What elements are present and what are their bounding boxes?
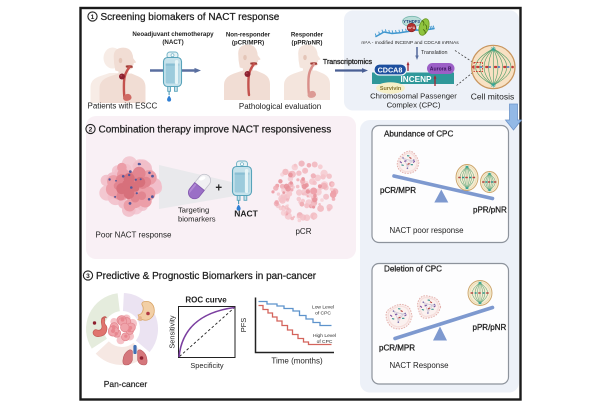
svg-text:Low Level: Low Level — [312, 305, 334, 311]
svg-text:Sensitivity: Sensitivity — [168, 315, 177, 349]
svg-text:Patients with ESCC: Patients with ESCC — [88, 102, 158, 111]
svg-text:pCR/MPR: pCR/MPR — [379, 344, 415, 353]
svg-text:CDCA8: CDCA8 — [378, 65, 403, 74]
svg-text:Translation: Translation — [421, 50, 447, 56]
svg-text:pPR/pNR: pPR/pNR — [473, 206, 507, 215]
svg-text:biomarkers: biomarkers — [178, 215, 216, 224]
svg-text:Screening biomakers of NACT re: Screening biomakers of NACT response — [101, 12, 280, 23]
svg-text:m⁶A - modified INCENP and CDCA: m⁶A - modified INCENP and CDCA8 mRNAs — [361, 40, 459, 46]
svg-text:pCR/MPR: pCR/MPR — [380, 186, 416, 195]
svg-text:ROC curve: ROC curve — [185, 296, 227, 305]
svg-text:Abundance of CPC: Abundance of CPC — [384, 130, 453, 139]
svg-text:Combination therapy improve NA: Combination therapy improve NACT respons… — [99, 125, 332, 136]
svg-text:1: 1 — [91, 14, 95, 21]
svg-text:NACT: NACT — [234, 209, 258, 219]
svg-text:Predictive & Prognostic Biomar: Predictive & Prognostic Biomarkers in pa… — [96, 271, 317, 282]
svg-text:Aurora B: Aurora B — [430, 66, 452, 72]
svg-text:Responder: Responder — [291, 32, 324, 39]
svg-text:NACT poor response: NACT poor response — [390, 226, 465, 235]
svg-text:(NACT): (NACT) — [162, 39, 183, 46]
svg-text:of CPC: of CPC — [315, 311, 331, 317]
svg-text:Pan-cancer: Pan-cancer — [104, 379, 148, 389]
svg-text:Complex (CPC): Complex (CPC) — [387, 101, 441, 110]
svg-text:Survivin: Survivin — [380, 86, 401, 92]
svg-text:Time (months): Time (months) — [271, 357, 323, 366]
svg-text:PFS: PFS — [239, 318, 248, 333]
svg-text:pCR: pCR — [295, 227, 311, 236]
svg-text:(pCR/MPR): (pCR/MPR) — [232, 40, 264, 47]
svg-text:+: + — [215, 183, 222, 195]
svg-text:Poor NACT response: Poor NACT response — [96, 231, 172, 240]
svg-text:Pathological evaluation: Pathological evaluation — [239, 102, 321, 111]
svg-text:Transcriptomics: Transcriptomics — [323, 59, 373, 66]
svg-text:Chromosomal Passenger: Chromosomal Passenger — [370, 92, 457, 101]
svg-text:of CPC: of CPC — [317, 339, 333, 345]
svg-text:3: 3 — [86, 273, 90, 280]
svg-text:NACT Response: NACT Response — [389, 361, 449, 370]
svg-text:YTHDF3: YTHDF3 — [403, 19, 420, 24]
svg-text:High Level: High Level — [313, 333, 336, 339]
svg-text:(pPR/pNR): (pPR/pNR) — [292, 40, 323, 47]
svg-text:Cell mitosis: Cell mitosis — [471, 92, 514, 102]
svg-text:pPR/pNR: pPR/pNR — [473, 323, 507, 332]
svg-text:Neoadjuvant chemotherapy: Neoadjuvant chemotherapy — [132, 31, 214, 38]
svg-text:m⁶A: m⁶A — [408, 26, 416, 30]
svg-text:INCENP: INCENP — [401, 75, 432, 84]
svg-text:Deletion of CPC: Deletion of CPC — [384, 265, 442, 274]
svg-text:Specificity: Specificity — [190, 361, 224, 370]
svg-text:2: 2 — [89, 126, 93, 133]
svg-text:Targeting: Targeting — [178, 206, 209, 215]
svg-text:Non-responder: Non-responder — [226, 32, 271, 39]
